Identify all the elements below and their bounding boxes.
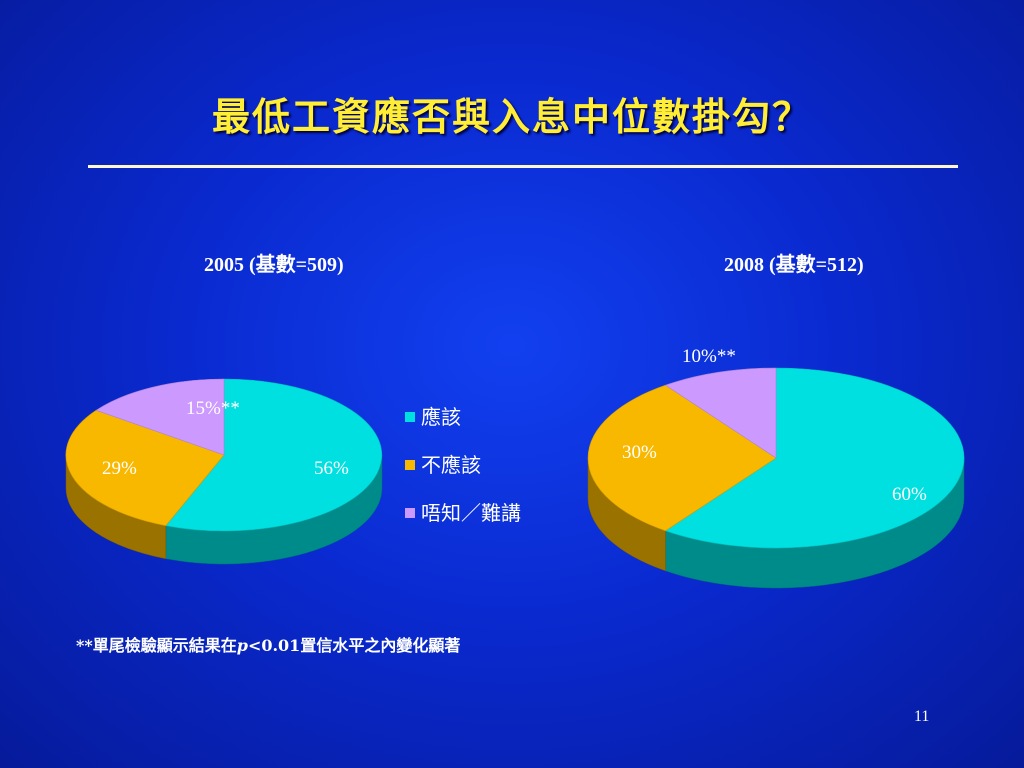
- pie-0-label-yes: 56%: [314, 458, 349, 479]
- page-number: 11: [914, 708, 930, 725]
- footnote-p: p: [236, 636, 248, 655]
- pie-chart-0: 56% 29% 15%**: [65, 378, 383, 565]
- legend-swatch-no: [405, 459, 415, 470]
- legend-item-unsure: 唔知／難講: [405, 499, 521, 547]
- slide-title: 最低工資應否與入息中位數掛勾？: [211, 94, 812, 139]
- pie-1-slice-no: [587, 384, 777, 532]
- pie-0-slice-unsure: [95, 378, 225, 456]
- pie-chart-1: 60% 30% 10%**: [587, 346, 965, 589]
- pie-0-label-unsure: 15%**: [186, 398, 240, 419]
- legend-label-yes: 應該: [421, 405, 461, 429]
- chart-title-2005: 2005 (基數=509): [204, 254, 344, 276]
- pie-0-slice-yes: [165, 378, 383, 532]
- legend: 應該 不應該 唔知／難講: [405, 403, 521, 547]
- pie-1-label-yes: 60%: [892, 484, 927, 505]
- footnote-suffix: <0.01置信水平之內變化顯著: [247, 636, 461, 655]
- legend-label-no: 不應該: [421, 453, 481, 477]
- chart-title-2008: 2008 (基數=512): [724, 254, 864, 276]
- pie-1-label-unsure: 10%**: [682, 346, 736, 367]
- legend-swatch-unsure: [405, 507, 415, 518]
- pie-0-label-no: 29%: [102, 458, 137, 479]
- legend-item-yes: 應該: [405, 403, 521, 451]
- legend-label-unsure: 唔知／難講: [421, 501, 521, 525]
- pie-1-slice-yes: [664, 367, 965, 549]
- footnote: **單尾檢驗顯示結果在p<0.01置信水平之內變化顯著: [76, 632, 460, 656]
- legend-swatch-yes: [405, 411, 415, 422]
- pie-0-slice-no: [65, 409, 225, 527]
- footnote-prefix: **單尾檢驗顯示結果在: [76, 636, 237, 655]
- pie-1-slice-unsure: [664, 367, 777, 459]
- pie-1-label-no: 30%: [622, 442, 657, 463]
- title-divider: [88, 165, 958, 168]
- legend-item-no: 不應該: [405, 451, 521, 499]
